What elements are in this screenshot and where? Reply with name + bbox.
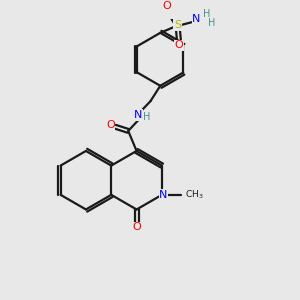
Text: H: H [208, 18, 215, 28]
Text: N: N [192, 14, 201, 25]
Text: O: O [163, 1, 172, 10]
Text: H: H [202, 9, 210, 19]
Text: H: H [143, 112, 151, 122]
Text: S: S [174, 20, 181, 30]
Text: N: N [134, 110, 143, 120]
Text: O: O [132, 222, 141, 232]
Text: N: N [159, 190, 167, 200]
Text: O: O [175, 40, 183, 50]
Text: O: O [106, 120, 115, 130]
Text: CH$_3$: CH$_3$ [185, 189, 204, 201]
